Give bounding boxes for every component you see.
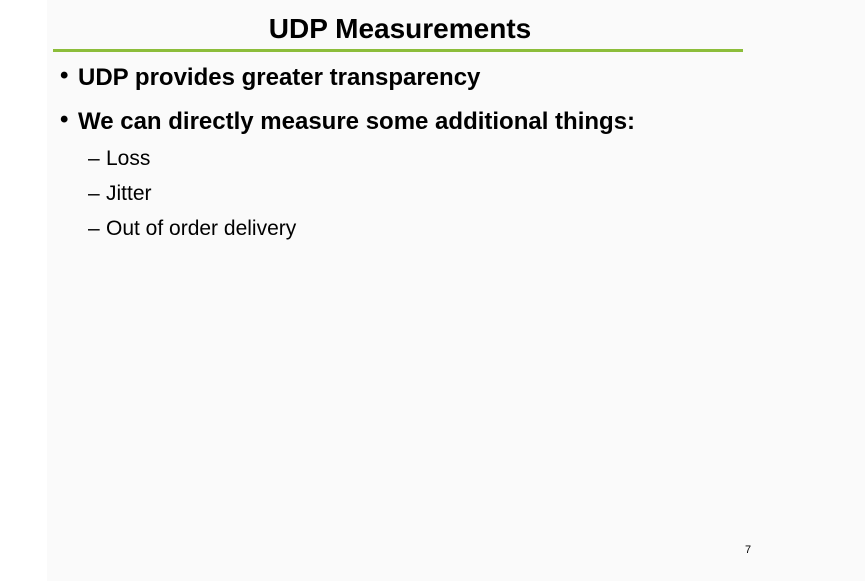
sub-bullet-text: Loss — [106, 147, 151, 170]
sub-bullet-item: – Out of order delivery — [88, 216, 296, 242]
bullet-icon: • — [60, 106, 69, 133]
bullet-text: We can directly measure some additional … — [78, 108, 636, 135]
sub-bullet-item: – Jitter — [88, 181, 152, 207]
dash-icon: – — [88, 182, 100, 205]
slide-panel — [47, 0, 865, 581]
bullet-text: UDP provides greater transparency — [78, 64, 481, 91]
title-underline — [53, 49, 743, 52]
bullet-item: • We can directly measure some additional… — [60, 106, 636, 137]
sub-bullet-item: – Loss — [88, 146, 150, 172]
sub-bullet-text: Out of order delivery — [106, 217, 297, 240]
dash-icon: – — [88, 217, 100, 240]
bullet-item: • UDP provides greater transparency — [60, 62, 481, 93]
page-number: 7 — [745, 544, 752, 556]
slide-title: UDP Measurements — [268, 13, 532, 44]
bullet-icon: • — [60, 62, 69, 89]
dash-icon: – — [88, 147, 100, 170]
sub-bullet-text: Jitter — [106, 182, 152, 205]
